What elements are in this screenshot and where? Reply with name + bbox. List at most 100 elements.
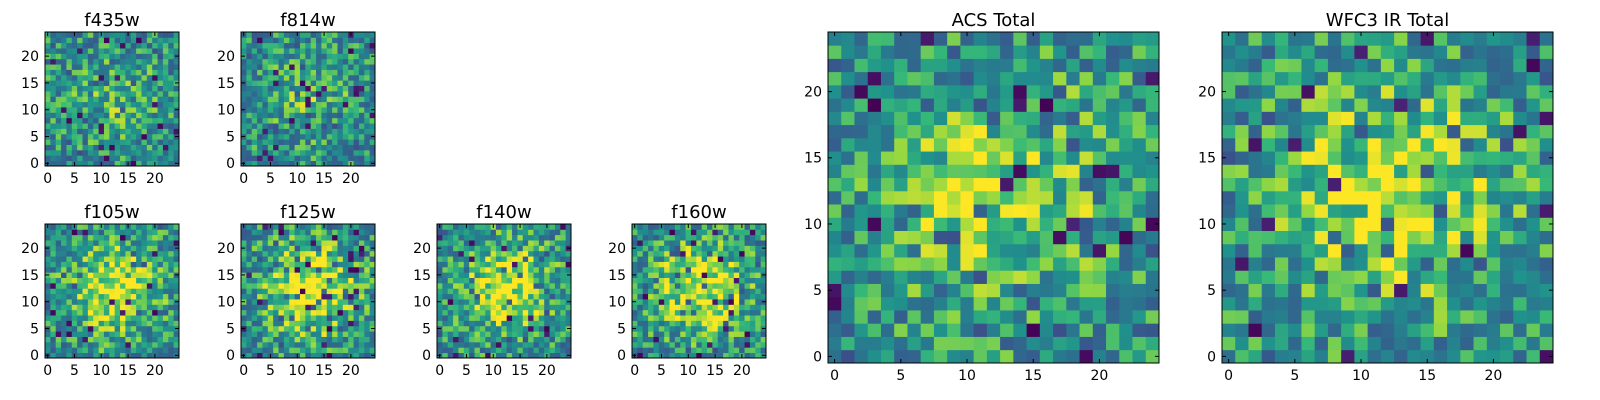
heatmap-cell — [894, 310, 908, 324]
heatmap-cell — [690, 352, 697, 359]
heatmap-cell — [130, 277, 137, 284]
y-tick-label: 0 — [30, 348, 39, 364]
heatmap-cell — [1460, 71, 1474, 86]
heatmap-cell — [560, 347, 567, 354]
heatmap-cell — [442, 320, 449, 327]
heatmap-cell — [316, 139, 322, 145]
heatmap-cell — [278, 74, 285, 81]
heatmap-cell — [1301, 177, 1316, 192]
heatmap-cell — [77, 32, 83, 38]
heatmap-cell — [369, 266, 376, 273]
heatmap-cell — [544, 272, 550, 278]
heatmap-cell — [61, 315, 67, 321]
heatmap-cell — [55, 128, 62, 135]
heatmap-cell — [246, 107, 253, 113]
heatmap-cell — [1119, 164, 1133, 179]
heatmap-cell — [680, 299, 686, 305]
heatmap-cell — [1066, 283, 1080, 298]
heatmap-cell — [82, 53, 89, 60]
heatmap-cell — [55, 37, 62, 44]
heatmap-cell — [103, 282, 110, 289]
heatmap-cell — [289, 336, 295, 343]
heatmap-cell — [337, 128, 344, 135]
heatmap-cell — [960, 98, 975, 112]
heatmap-cell — [696, 288, 703, 295]
heatmap-cell — [168, 315, 175, 321]
heatmap-cell — [685, 282, 692, 289]
heatmap-cell — [364, 331, 371, 337]
heatmap-cell — [71, 80, 78, 86]
heatmap-cell — [66, 42, 73, 49]
heatmap-cell — [447, 282, 454, 289]
heatmap-cell — [77, 144, 83, 151]
heatmap-cell — [283, 229, 290, 236]
heatmap-cell — [162, 74, 169, 81]
heatmap-cell — [114, 123, 121, 129]
heatmap-cell — [658, 299, 665, 305]
heatmap-cell — [723, 282, 729, 289]
heatmap-cell — [348, 155, 354, 162]
heatmap-cell — [565, 309, 572, 316]
heatmap-cell — [50, 250, 57, 257]
heatmap-cell — [512, 309, 518, 316]
heatmap-cell — [130, 272, 137, 278]
heatmap-cell — [920, 190, 935, 205]
heatmap-cell — [364, 304, 371, 311]
heatmap-cell — [273, 112, 279, 119]
heatmap-cell — [168, 288, 175, 295]
heatmap-cell — [267, 58, 274, 65]
heatmap-cell — [136, 234, 142, 241]
heatmap-cell — [495, 309, 502, 316]
heatmap-cell — [283, 240, 290, 246]
heatmap-cell — [1447, 217, 1461, 231]
heatmap-cell — [369, 85, 376, 92]
heatmap-cell — [554, 331, 561, 337]
heatmap-cell — [685, 304, 692, 311]
heatmap-cell — [310, 240, 317, 246]
heatmap-cell — [93, 288, 99, 295]
heatmap-cell — [1367, 58, 1382, 73]
heatmap-cell — [1327, 190, 1342, 205]
heatmap-cell — [82, 261, 89, 268]
heatmap-cell — [560, 352, 567, 359]
heatmap-cell — [490, 261, 497, 268]
heatmap-cell — [642, 336, 649, 343]
heatmap-cell — [257, 139, 263, 145]
heatmap-cell — [1106, 45, 1120, 59]
heatmap-cell — [267, 149, 274, 156]
heatmap-cell — [332, 48, 338, 54]
heatmap-cell — [1367, 111, 1382, 126]
heatmap-cell — [1013, 98, 1027, 112]
heatmap-cell — [310, 266, 317, 273]
heatmap-cell — [353, 32, 360, 38]
heatmap-cell — [674, 325, 681, 332]
heatmap-cell — [1132, 230, 1147, 245]
heatmap-cell — [549, 261, 556, 268]
heatmap-cell — [283, 42, 290, 49]
heatmap-cell — [305, 315, 312, 321]
heatmap-cell — [749, 331, 756, 337]
heatmap-cell — [98, 229, 105, 236]
heatmap-cell — [125, 112, 132, 119]
heatmap-cell — [1079, 204, 1094, 218]
heatmap-cell — [1132, 283, 1147, 298]
heatmap-cell — [854, 323, 869, 337]
heatmap-cell — [637, 347, 644, 354]
heatmap-cell — [246, 123, 253, 129]
heatmap-cell — [1288, 349, 1302, 364]
heatmap-cell — [369, 32, 376, 38]
heatmap-cell — [533, 309, 540, 316]
heatmap-cell — [549, 315, 556, 321]
heatmap-cell — [474, 250, 481, 257]
heatmap-cell — [1367, 151, 1382, 165]
heatmap-cell — [867, 283, 882, 298]
heatmap-cell — [267, 133, 274, 140]
heatmap-cell — [61, 234, 67, 241]
heatmap-cell — [267, 144, 274, 151]
heatmap-cell — [1039, 283, 1054, 298]
heatmap-cell — [437, 293, 443, 300]
heatmap-cell — [87, 139, 94, 145]
heatmap-cell — [358, 112, 365, 119]
heatmap-cell — [50, 117, 57, 124]
heatmap-cell — [321, 320, 328, 327]
